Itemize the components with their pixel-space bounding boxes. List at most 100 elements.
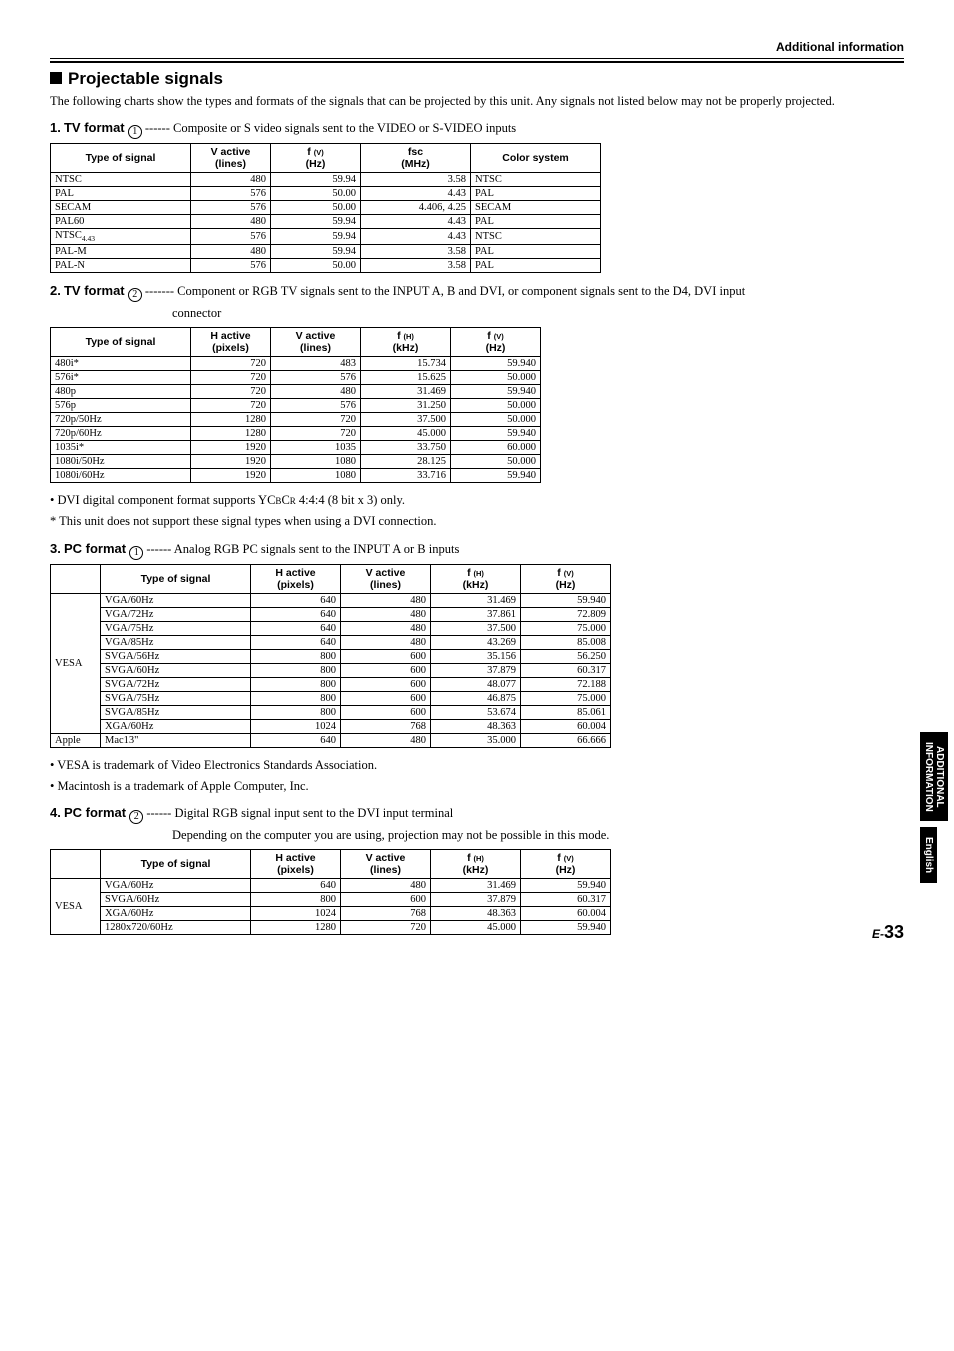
table-cell: SVGA/85Hz: [101, 705, 251, 719]
table-cell: 800: [251, 893, 341, 907]
table-cell: 800: [251, 649, 341, 663]
col-header: V active(lines): [271, 328, 361, 357]
col-header: f (H)(kHz): [431, 564, 521, 593]
col-header: f (H)(kHz): [431, 850, 521, 879]
circled-number-icon: 1: [129, 546, 143, 560]
table-cell: 800: [251, 705, 341, 719]
table-cell: 50.000: [451, 413, 541, 427]
table-cell: VGA/60Hz: [101, 879, 251, 893]
table-cell: 59.94: [271, 229, 361, 245]
col-header: [51, 850, 101, 879]
table-cell: 800: [251, 677, 341, 691]
table-row: 1080i/50Hz1920108028.12550.000: [51, 455, 541, 469]
table-cell: 4.406, 4.25: [361, 201, 471, 215]
table-row: XGA/60Hz102476848.36360.004: [51, 907, 611, 921]
table-cell: 1920: [191, 441, 271, 455]
table-cell: 600: [341, 663, 431, 677]
table-cell: 4.43: [361, 229, 471, 245]
table-cell: 53.674: [431, 705, 521, 719]
section-title: Projectable signals: [50, 69, 904, 89]
table-cell: 800: [251, 663, 341, 677]
table-pc-format-1: Type of signalH active(pixels)V active(l…: [50, 564, 611, 748]
table-cell: 28.125: [361, 455, 451, 469]
table-row: NTSC48059.943.58NTSC: [51, 173, 601, 187]
group-label: VESA: [51, 593, 101, 733]
table-cell: 1080i/50Hz: [51, 455, 191, 469]
table-row: PAL-N57650.003.58PAL: [51, 259, 601, 273]
table-cell: 640: [251, 621, 341, 635]
table-tv-format-1: Type of signalV active(lines)f (V)(Hz)fs…: [50, 143, 601, 273]
table-cell: NTSC: [471, 229, 601, 245]
table-row: PAL6048059.944.43PAL: [51, 215, 601, 229]
page-number: E-33: [872, 922, 904, 943]
table-cell: 768: [341, 907, 431, 921]
table-cell: 50.000: [451, 399, 541, 413]
table-cell: PAL: [471, 259, 601, 273]
col-header: Color system: [471, 143, 601, 172]
table-cell: 33.750: [361, 441, 451, 455]
table-cell: 720: [191, 371, 271, 385]
table-row: VESAVGA/60Hz64048031.46959.940: [51, 879, 611, 893]
table-cell: 600: [341, 677, 431, 691]
table-cell: 50.00: [271, 201, 361, 215]
table-cell: 1920: [191, 455, 271, 469]
table-cell: 43.269: [431, 635, 521, 649]
table-tv-format-2: Type of signalH active(pixels)V active(l…: [50, 327, 541, 483]
group-label: Apple: [51, 733, 101, 747]
fmt4-desc2: Depending on the computer you are using,…: [172, 828, 904, 843]
table-cell: 60.000: [451, 441, 541, 455]
table-cell: 1035: [271, 441, 361, 455]
table-cell: 720p/60Hz: [51, 427, 191, 441]
table-cell: VGA/72Hz: [101, 607, 251, 621]
table-cell: 480: [341, 593, 431, 607]
table-cell: VGA/85Hz: [101, 635, 251, 649]
table-cell: 31.250: [361, 399, 451, 413]
table-row: SVGA/85Hz80060053.67485.061: [51, 705, 611, 719]
table-row: VGA/75Hz64048037.50075.000: [51, 621, 611, 635]
table-cell: SECAM: [51, 201, 191, 215]
table-cell: 576: [191, 229, 271, 245]
col-header: Type of signal: [51, 328, 191, 357]
table-cell: 720: [191, 357, 271, 371]
table-row: 480p72048031.46959.940: [51, 385, 541, 399]
table-cell: 1280: [191, 427, 271, 441]
col-header: Type of signal: [51, 143, 191, 172]
col-header: V active(lines): [341, 850, 431, 879]
table-cell: 640: [251, 879, 341, 893]
fmt3-heading: 3. PC format 1 ------ Analog RGB PC sign…: [50, 541, 904, 558]
table-cell: 480i*: [51, 357, 191, 371]
table-row: 1035i*1920103533.75060.000: [51, 441, 541, 455]
col-header: [51, 564, 101, 593]
table-cell: 480p: [51, 385, 191, 399]
col-header: H active(pixels): [251, 850, 341, 879]
table-cell: PAL-N: [51, 259, 191, 273]
table-cell: 50.00: [271, 187, 361, 201]
table-cell: SVGA/60Hz: [101, 663, 251, 677]
table-cell: 720: [341, 921, 431, 935]
table-row: NTSC4.4357659.944.43NTSC: [51, 229, 601, 245]
table-cell: 59.94: [271, 215, 361, 229]
table-cell: 483: [271, 357, 361, 371]
table-cell: NTSC4.43: [51, 229, 191, 245]
table-cell: 15.734: [361, 357, 451, 371]
table-cell: 4.43: [361, 187, 471, 201]
table-cell: 480: [191, 215, 271, 229]
table-cell: 37.879: [431, 893, 521, 907]
table-cell: 576: [191, 259, 271, 273]
col-header: f (H)(kHz): [361, 328, 451, 357]
table-cell: 59.940: [451, 357, 541, 371]
table-cell: 1280: [251, 921, 341, 935]
table-row: 480i*72048315.73459.940: [51, 357, 541, 371]
table-cell: NTSC: [471, 173, 601, 187]
table-cell: XGA/60Hz: [101, 719, 251, 733]
table-cell: 59.940: [451, 385, 541, 399]
table-cell: 600: [341, 691, 431, 705]
table-row: SVGA/60Hz80060037.87960.317: [51, 893, 611, 907]
table-cell: 600: [341, 893, 431, 907]
table-cell: 46.875: [431, 691, 521, 705]
note-line: * This unit does not support these signa…: [50, 512, 904, 531]
table-cell: 768: [341, 719, 431, 733]
table-cell: 37.861: [431, 607, 521, 621]
table-cell: SVGA/75Hz: [101, 691, 251, 705]
table-cell: PAL: [51, 187, 191, 201]
